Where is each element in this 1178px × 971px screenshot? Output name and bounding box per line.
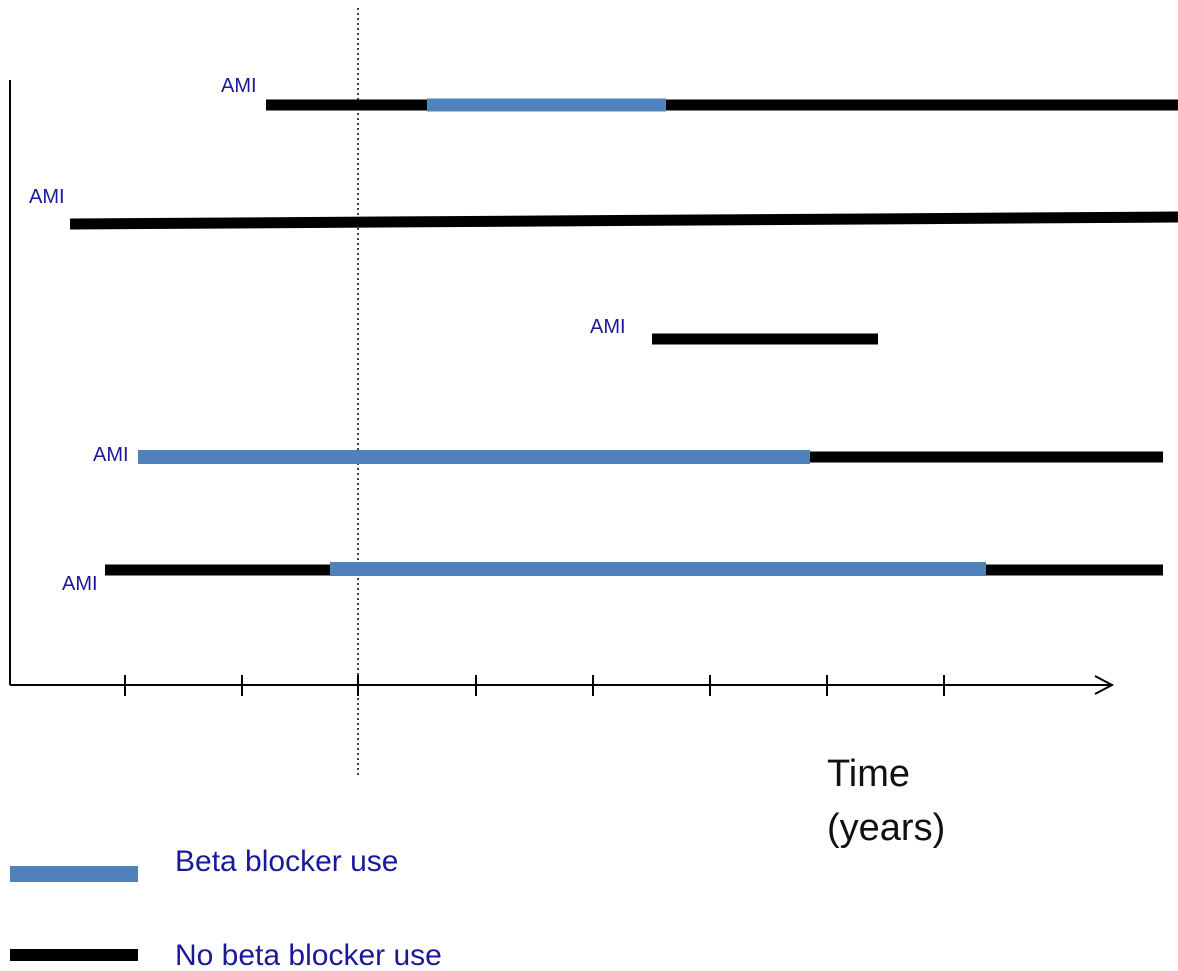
patient-timeline-4: AMI — [93, 444, 1163, 466]
patient-timeline-5: AMI — [62, 562, 1163, 595]
legend-beta-label: Beta blocker use — [175, 845, 398, 878]
legend-no-beta-label: No beta blocker use — [175, 939, 442, 971]
legend-no-beta-swatch — [10, 949, 138, 961]
legend-beta-swatch — [10, 866, 138, 882]
ami-label: AMI — [590, 316, 626, 338]
ami-label: AMI — [221, 75, 257, 97]
patient-timeline-2: AMI — [29, 186, 1178, 230]
time-axis-label-line1: Time — [827, 753, 910, 795]
ami-label: AMI — [93, 444, 129, 466]
ami-label: AMI — [29, 186, 65, 208]
legend: Beta blocker use No beta blocker use — [10, 845, 442, 971]
patient-timeline-1: AMI — [221, 75, 1178, 112]
patient-timeline-3: AMI — [590, 316, 878, 345]
no-beta-segment — [69, 211, 1178, 230]
time-axis-label-line2: (years) — [827, 807, 945, 849]
ami-label: AMI — [62, 573, 98, 595]
time-axis-arrowhead — [1094, 675, 1115, 695]
